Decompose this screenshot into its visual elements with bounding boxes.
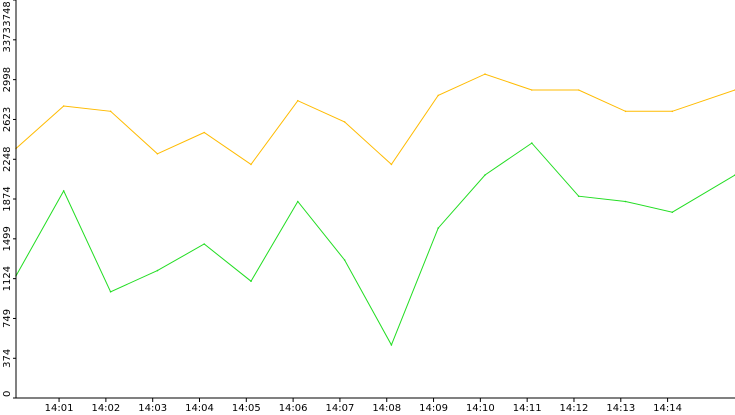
series-layer (15, 73, 735, 347)
data-point-0-11 (531, 89, 533, 91)
series-line-1 (15, 142, 735, 347)
data-point-1-13 (624, 200, 627, 203)
x-tick-label-4: 14:05 (232, 403, 261, 414)
data-point-1-12 (577, 195, 580, 197)
data-point-1-8 (390, 344, 393, 346)
x-tick-label-9: 14:10 (466, 403, 495, 414)
data-point-0-2 (109, 110, 112, 113)
data-point-0-9 (437, 94, 440, 97)
data-point-1-2 (109, 291, 112, 293)
data-point-1-1 (62, 190, 65, 192)
y-tick-label-9: 3373 (2, 27, 13, 52)
data-point-1-3 (156, 269, 159, 272)
data-point-0-7 (343, 121, 346, 123)
x-tick-label-12: 14:13 (606, 403, 635, 414)
data-point-0-5 (250, 163, 252, 166)
data-point-1-4 (203, 243, 205, 245)
series-line-0 (15, 73, 735, 166)
y-tick-label-7: 2623 (2, 107, 13, 132)
x-tick-label-11: 14:12 (560, 403, 589, 414)
data-point-1-7 (343, 259, 346, 261)
x-tick-label-1: 14:02 (91, 403, 120, 414)
data-point-0-8 (390, 163, 393, 166)
data-point-0-6 (297, 99, 299, 102)
x-tick-label-6: 14:07 (326, 403, 355, 414)
x-tick-label-8: 14:09 (419, 403, 448, 414)
data-point-1-11 (531, 142, 533, 144)
data-point-0-10 (484, 73, 486, 75)
y-tick-label-6: 2248 (2, 147, 13, 172)
y-tick-label-10: 3748 (2, 1, 13, 26)
data-point-0-4 (203, 131, 205, 134)
x-tick-label-10: 14:11 (513, 403, 542, 414)
data-point-0-14 (671, 110, 674, 113)
data-point-1-5 (250, 280, 252, 283)
x-tick-label-13: 14:14 (653, 403, 682, 414)
y-tick-label-8: 2998 (2, 67, 13, 92)
y-tick-label-1: 374 (2, 349, 13, 368)
data-point-1-9 (437, 227, 440, 229)
y-tick-label-0: 0 (2, 391, 13, 397)
y-tick-label-2: 749 (2, 309, 13, 328)
data-point-1-6 (297, 200, 299, 203)
data-point-0-12 (577, 89, 580, 91)
x-tick-label-7: 14:08 (372, 403, 401, 414)
x-tick-label-0: 14:01 (45, 403, 74, 414)
y-tick-label-4: 1499 (2, 226, 13, 251)
data-point-0-3 (156, 153, 159, 155)
data-point-0-13 (624, 110, 627, 113)
x-tick-label-5: 14:06 (279, 403, 308, 414)
x-tick-label-3: 14:04 (185, 403, 214, 414)
y-tick-label-3: 1124 (2, 266, 13, 291)
x-tick-label-2: 14:03 (138, 403, 167, 414)
data-point-1-14 (671, 211, 674, 213)
data-point-1-10 (484, 174, 486, 176)
y-tick-label-5: 1874 (2, 186, 13, 211)
data-point-0-1 (62, 105, 65, 107)
